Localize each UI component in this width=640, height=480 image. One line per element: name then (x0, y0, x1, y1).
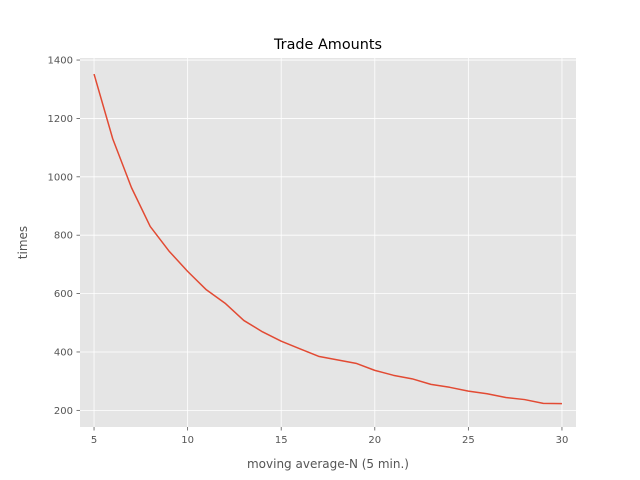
y-tick-label: 800 (54, 231, 73, 242)
y-gridlines (80, 59, 576, 411)
x-tick-label: 10 (181, 435, 194, 446)
x-tick-label: 25 (462, 435, 475, 446)
x-tick-label: 20 (368, 435, 381, 446)
x-tick-labels: 5 10 15 20 25 30 (91, 427, 568, 446)
x-axis-label: moving average-N (5 min.) (247, 457, 409, 471)
x-gridlines (93, 58, 563, 427)
x-tick-label: 5 (91, 435, 97, 446)
series-line (93, 73, 562, 405)
x-tick-label: 15 (275, 435, 288, 446)
y-axis-label: times (16, 226, 30, 259)
series-layer (93, 73, 562, 405)
y-tick-labels: 200 400 600 800 1000 1200 1400 (48, 56, 80, 417)
y-tick-label: 1400 (48, 56, 73, 67)
x-tick-label: 30 (556, 435, 569, 446)
y-tick-label: 400 (54, 347, 73, 358)
y-tick-label: 1200 (48, 114, 73, 125)
y-tick-label: 1000 (48, 172, 73, 183)
chart-title: Trade Amounts (273, 37, 382, 53)
plot-area (80, 58, 576, 427)
y-tick-label: 200 (54, 406, 73, 417)
y-tick-label: 600 (54, 289, 73, 300)
